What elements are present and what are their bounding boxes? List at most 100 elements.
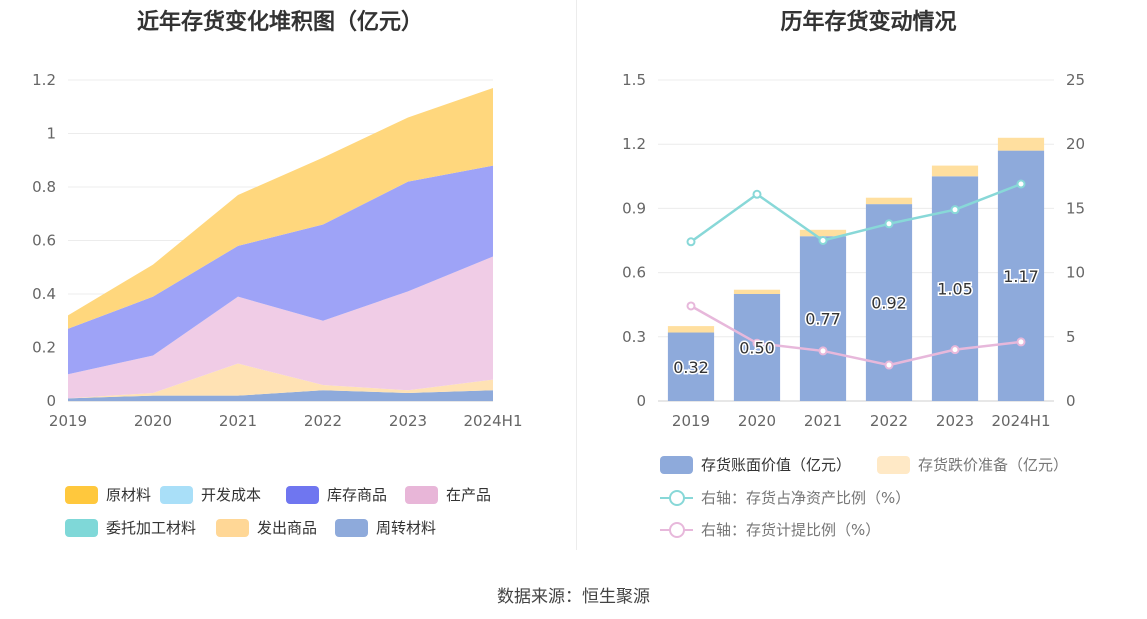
legend-item[interactable]: 委托加工材料 <box>65 517 196 538</box>
x-tick-label: 2022 <box>304 412 342 430</box>
bar-line-chart: 0 0.3 0.6 0.9 1.2 1.5 0 5 10 15 20 25 2019 2020 2021 20… <box>622 71 1085 430</box>
bar-data-label: 0.77 <box>805 310 841 329</box>
right-legend: 存货账面价值（亿元） 存货跌价准备（亿元） 右轴：存货占净资产比例（%） 右轴：存货计… <box>590 452 1147 547</box>
legend-item[interactable]: 库存商品 <box>286 484 387 505</box>
line-series-2 <box>690 182 1022 243</box>
y-tick-label: 0 <box>636 392 646 410</box>
x-tick-label: 2020 <box>134 412 172 430</box>
bar-book-value <box>997 150 1045 401</box>
legend-label: 右轴：存货计提比例（%） <box>701 521 881 539</box>
legend-swatch <box>405 485 438 504</box>
legend-swatch <box>65 518 98 537</box>
legend-swatch <box>335 518 368 537</box>
bar-book-value <box>667 332 715 401</box>
bar-data-label: 0.92 <box>871 294 907 313</box>
x-tick-label: 2023 <box>389 412 427 430</box>
legend-swatch <box>216 518 249 537</box>
area-0 <box>68 390 493 401</box>
legend-swatch <box>160 485 193 504</box>
right-chart-title: 历年存货变动情况 <box>780 10 957 35</box>
legend-item[interactable]: 在产品 <box>405 484 491 505</box>
legend-swatch <box>660 489 693 507</box>
x-tick-label: 2021 <box>804 412 842 430</box>
y-tick-label: 0.6 <box>622 264 646 282</box>
bar-impairment <box>997 137 1045 151</box>
x-tick-label: 2022 <box>870 412 908 430</box>
legend-swatch <box>660 521 693 539</box>
y-tick-label: 0.3 <box>622 328 646 346</box>
y-tick-label: 0.4 <box>32 285 56 303</box>
panel-divider <box>576 0 577 550</box>
line-point <box>686 301 696 311</box>
bar-book-value <box>799 236 847 401</box>
legend-item[interactable]: 存货账面价值（亿元） <box>660 454 851 475</box>
y-tick-label: 1.2 <box>622 135 646 153</box>
area-1 <box>68 363 493 399</box>
legend-item[interactable]: 右轴：存货占净资产比例（%） <box>660 487 910 508</box>
y-tick-label: 1.2 <box>32 71 56 89</box>
x-tick-label: 2020 <box>738 412 776 430</box>
y-tick-label: 0.9 <box>622 199 646 217</box>
bar-impairment <box>799 229 847 237</box>
y2-tick-label: 5 <box>1066 328 1076 346</box>
legend-swatch <box>286 485 319 504</box>
legend-label: 委托加工材料 <box>106 519 197 537</box>
x-tick-label: 2019 <box>672 412 710 430</box>
legend-label: 存货账面价值（亿元） <box>701 456 852 474</box>
y-tick-label: 1 <box>46 125 56 143</box>
line-point <box>818 236 828 245</box>
line-point <box>950 345 960 355</box>
left-legend: 原材料 开发成本 库存商品 在产品委托加工材料 发出商品 周转材料 <box>0 484 560 544</box>
x-tick-label: 2024H1 <box>464 412 523 430</box>
bar-impairment <box>931 165 979 177</box>
legend-label: 发出商品 <box>257 519 318 537</box>
legend-item[interactable]: 周转材料 <box>335 517 436 538</box>
legend-label: 原材料 <box>106 486 152 504</box>
area-6 <box>68 88 493 329</box>
legend-swatch <box>660 455 693 474</box>
y-tick-label: 0.8 <box>32 178 56 196</box>
y2-tick-label: 25 <box>1066 71 1085 89</box>
left-chart-title: 近年存货变化堆积图（亿元） <box>136 10 423 35</box>
x-tick-label: 2023 <box>936 412 974 430</box>
line-point <box>950 205 960 215</box>
x-tick-label: 2021 <box>219 412 257 430</box>
legend-label: 周转材料 <box>376 519 437 537</box>
line-point <box>818 346 828 356</box>
bar-impairment <box>667 326 715 333</box>
legend-item[interactable]: 开发成本 <box>160 484 261 505</box>
bar-data-label: 0.32 <box>673 358 709 377</box>
y2-tick-label: 20 <box>1066 135 1085 153</box>
area-3 <box>68 256 493 399</box>
line-point <box>1016 337 1026 347</box>
line-point <box>686 237 696 247</box>
bar-data-label: 1.17 <box>1003 267 1039 286</box>
line-point <box>884 360 894 370</box>
x-tick-label: 2024H1 <box>992 412 1051 430</box>
x-tick-label: 2019 <box>49 412 87 430</box>
line-point <box>884 219 894 229</box>
legend-label: 右轴：存货占净资产比例（%） <box>701 489 911 507</box>
line-series-3 <box>690 304 1022 367</box>
legend-label: 开发成本 <box>201 486 262 504</box>
legend-swatch <box>877 455 910 474</box>
y2-tick-label: 10 <box>1066 264 1085 282</box>
legend-label: 存货跌价准备（亿元） <box>918 456 1069 474</box>
data-source-note: 数据来源：恒生聚源 <box>497 587 650 607</box>
legend-item[interactable]: 存货跌价准备（亿元） <box>877 454 1068 475</box>
bar-impairment <box>733 289 781 294</box>
bar-data-label: 0.50 <box>739 339 775 358</box>
area-4 <box>68 165 493 375</box>
line-point <box>752 338 762 348</box>
legend-label: 库存商品 <box>327 486 388 504</box>
legend-swatch <box>65 485 98 504</box>
legend-item[interactable]: 右轴：存货计提比例（%） <box>660 519 880 540</box>
y-tick-label: 0.2 <box>32 339 56 357</box>
bar-impairment <box>865 197 913 205</box>
legend-label: 在产品 <box>446 486 492 504</box>
legend-item[interactable]: 原材料 <box>65 484 151 505</box>
y2-tick-label: 15 <box>1066 199 1085 217</box>
line-point <box>752 189 762 199</box>
legend-item[interactable]: 发出商品 <box>216 517 317 538</box>
